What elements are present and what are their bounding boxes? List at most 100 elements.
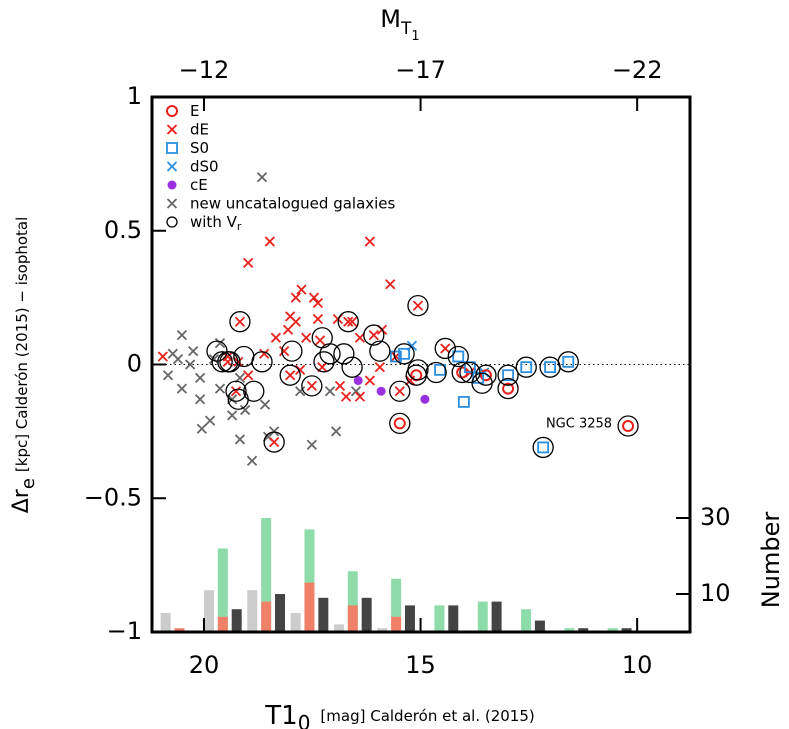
marker-x [324,386,336,397]
hist-bar [275,594,286,632]
marker-x [270,332,282,343]
x-tick-label: 10 [622,651,653,679]
marker-e [393,417,406,430]
marker-x [368,329,379,341]
marker-vr [341,356,363,378]
hist-bar [404,605,415,632]
marker-ce [353,376,363,386]
marker-x [256,172,268,183]
top-tick-label: −17 [395,56,446,84]
marker-vr [369,340,391,362]
marker-vr [447,345,469,368]
hist-bar [521,609,532,632]
marker-x [166,198,178,209]
marker-x [412,300,424,311]
marker-vr [434,337,456,360]
marker-s0 [457,396,470,408]
marker-x [214,383,226,394]
top-tick-label: −12 [179,56,230,84]
marker-x [188,345,199,357]
hist-bar [477,601,488,632]
marker-x [259,348,270,359]
hist-bar [160,613,171,632]
marker-x [176,329,188,341]
legend-name: with V [190,213,238,231]
marker-x [239,404,251,416]
marker-x [269,436,280,448]
right-axis-label: Number [757,512,785,609]
marker-x [312,313,324,325]
marker-x [385,279,396,290]
marker-x [306,439,317,450]
marker-x [290,292,301,303]
marker-vr [497,377,519,400]
marker-vr [532,436,554,459]
annotation: NGC 3258 [546,417,612,432]
marker-vr [279,364,301,386]
marker-vr [459,361,481,384]
marker-vr [471,372,493,394]
hist-bar [203,590,214,632]
legend-sub: r [237,220,242,233]
hist-bar [448,605,459,632]
marker-s0 [166,142,178,154]
marker-vr [225,380,247,402]
marker-vr [363,324,385,346]
marker-vr [389,380,411,402]
marker-x [364,375,376,386]
histogram [160,518,632,632]
marker-x [354,391,366,402]
marker-vr [319,343,341,365]
hist-bar [261,518,272,632]
marker-x [314,335,326,346]
hist-bar [377,628,388,632]
marker-vr [337,311,359,333]
marker-ce [376,386,386,396]
marker-x [246,455,258,466]
marker-x [243,257,254,268]
marker-x [204,415,216,426]
marker-vr [539,356,561,378]
hist-bar [318,597,329,632]
marker-x [278,345,290,357]
marker-s0 [434,363,446,376]
y2-tick-label: 10 [700,579,731,607]
marker-x [172,354,184,365]
marker-vr [206,340,228,362]
marker-vr [393,343,415,365]
hist-bar [304,529,315,632]
plot-frame [150,95,692,634]
hist-bar [564,628,575,632]
hist-bar [434,605,445,632]
marker-x [282,324,294,335]
marker-x [243,370,254,381]
y-tick-label: −0.5 [84,483,142,511]
marker-x [306,380,317,392]
legend-name: new uncatalogued galaxies [190,194,396,212]
hist-bar [347,571,358,632]
marker-vr [243,380,265,402]
marker-vr [219,351,241,373]
marker-vr [263,431,285,453]
hist-bar [290,613,301,632]
marker-x [374,362,385,373]
marker-x [264,236,275,247]
legend-name: dS0 [190,157,219,175]
marker-vr [389,412,411,435]
marker-s0 [562,355,575,368]
y-tick-label: −1 [107,617,142,645]
marker-vr [407,294,429,317]
marker-x [166,161,178,172]
marker-x [234,434,246,445]
marker-x [340,391,352,402]
hist-bar [247,590,258,632]
marker-x [394,386,405,397]
marker-s0 [452,350,465,363]
marker-x [332,313,343,325]
marker-vr [281,340,303,362]
marker-x [308,292,320,303]
legend-label: new uncatalogued galaxies [190,194,396,212]
top-axis-label: MT1 [380,5,419,44]
marker-x [295,364,306,375]
marker-vr [166,216,178,228]
